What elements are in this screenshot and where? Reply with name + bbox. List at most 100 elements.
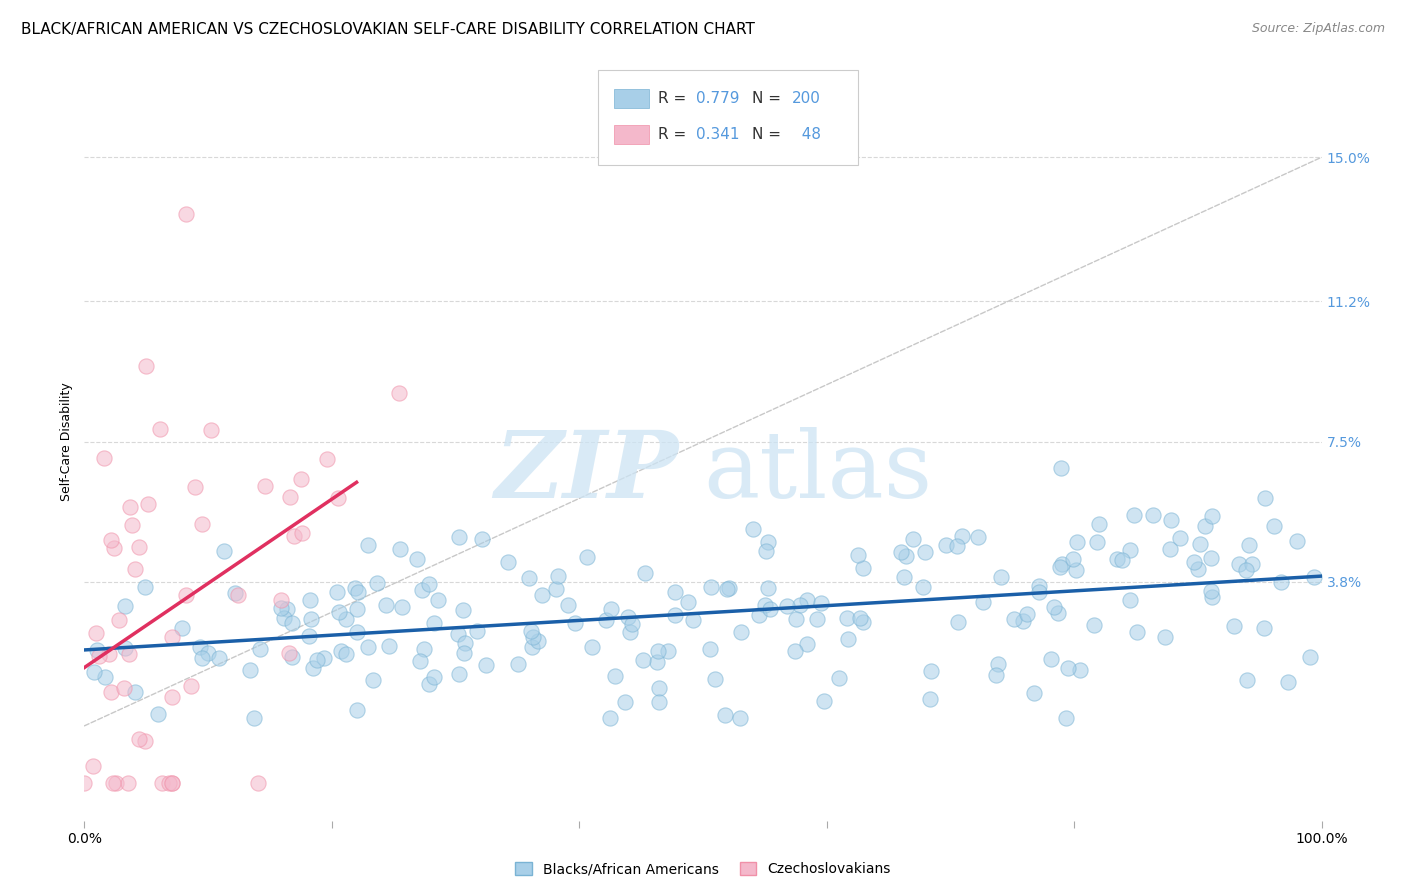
Point <box>118 500 141 515</box>
Point <box>1236 673 1258 687</box>
Point <box>657 644 679 658</box>
Point <box>967 530 990 544</box>
Point <box>987 657 1010 672</box>
Point <box>174 207 197 221</box>
Point <box>418 577 440 591</box>
Point <box>228 588 250 602</box>
Point <box>281 650 304 665</box>
Point <box>1199 584 1222 599</box>
Point <box>1040 652 1063 666</box>
Point <box>453 646 475 660</box>
Point <box>447 667 470 681</box>
Point <box>160 775 183 790</box>
Point <box>191 650 214 665</box>
FancyBboxPatch shape <box>598 70 858 165</box>
FancyBboxPatch shape <box>614 125 648 144</box>
Point <box>1050 557 1073 571</box>
Point <box>1241 558 1264 572</box>
Point <box>621 616 644 631</box>
Point <box>224 586 246 600</box>
Point <box>346 704 368 718</box>
Point <box>335 612 357 626</box>
Point <box>290 526 312 541</box>
Point <box>388 541 411 556</box>
Point <box>614 695 637 709</box>
Point <box>742 522 765 536</box>
Point <box>1119 593 1142 607</box>
Point <box>328 605 350 619</box>
Point <box>1159 541 1181 556</box>
Point <box>299 612 322 626</box>
Point <box>647 695 669 709</box>
Point <box>851 561 873 575</box>
Point <box>894 549 917 563</box>
Point <box>718 581 741 595</box>
Point <box>86 643 108 657</box>
Point <box>128 731 150 746</box>
Point <box>73 775 96 790</box>
Point <box>1046 607 1069 621</box>
Point <box>1064 563 1087 577</box>
Point <box>1028 578 1050 592</box>
Point <box>748 607 770 622</box>
Point <box>1270 575 1292 590</box>
Point <box>893 569 915 583</box>
Text: 0.341: 0.341 <box>696 127 740 142</box>
Point <box>136 497 159 511</box>
Point <box>418 677 440 691</box>
Point <box>984 668 1007 682</box>
Point <box>950 529 973 543</box>
Point <box>506 657 529 671</box>
Point <box>647 644 669 658</box>
Point <box>1201 508 1223 523</box>
Point <box>197 646 219 660</box>
Point <box>1028 584 1050 599</box>
Point <box>357 538 380 552</box>
Point <box>118 647 141 661</box>
Y-axis label: Self-Care Disability: Self-Care Disability <box>60 382 73 501</box>
Point <box>149 422 172 436</box>
Point <box>105 775 128 790</box>
Point <box>1299 650 1322 665</box>
Point <box>1050 460 1073 475</box>
Point <box>699 641 721 656</box>
Point <box>347 584 370 599</box>
Point <box>1187 562 1209 576</box>
Point <box>1237 537 1260 551</box>
Point <box>239 664 262 678</box>
Point <box>84 625 107 640</box>
Point <box>852 615 875 629</box>
Point <box>426 592 449 607</box>
Point <box>634 566 657 580</box>
Point <box>160 630 183 644</box>
Point <box>184 479 207 493</box>
Point <box>299 593 322 607</box>
Point <box>121 517 143 532</box>
Point <box>276 602 298 616</box>
Point <box>1017 607 1039 621</box>
Point <box>796 593 818 607</box>
Point <box>575 549 598 564</box>
Point <box>1263 519 1285 533</box>
Point <box>716 582 738 597</box>
Text: R =: R = <box>658 91 692 106</box>
Point <box>247 775 270 790</box>
Text: 200: 200 <box>792 91 821 106</box>
Point <box>605 669 627 683</box>
Point <box>1194 519 1216 533</box>
Point <box>631 653 654 667</box>
Point <box>496 555 519 569</box>
Point <box>366 576 388 591</box>
Point <box>530 588 553 602</box>
Point <box>449 530 471 544</box>
Point <box>290 473 312 487</box>
Point <box>253 479 276 493</box>
Point <box>475 658 498 673</box>
Point <box>1277 675 1299 690</box>
Point <box>1066 535 1088 549</box>
Point <box>124 562 146 576</box>
Text: R =: R = <box>658 127 692 142</box>
Point <box>312 651 335 665</box>
Point <box>423 616 446 631</box>
Point <box>1184 555 1206 569</box>
